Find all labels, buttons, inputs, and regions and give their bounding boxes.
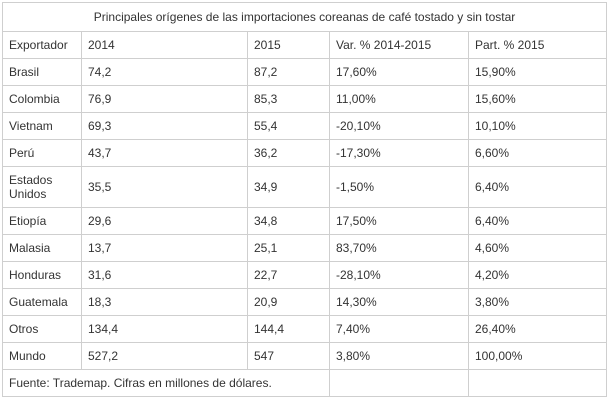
cell-exportador: Otros — [2, 315, 82, 343]
cell-2015: 85,3 — [247, 85, 330, 113]
cell-2015: 20,9 — [247, 288, 330, 316]
cell-2014: 527,2 — [81, 342, 248, 370]
cell-2014: 35,5 — [81, 166, 248, 208]
table-footnote: Fuente: Trademap. Cifras en millones de … — [2, 369, 330, 397]
cell-share: 6,40% — [467, 166, 608, 208]
header-cell: 2014 — [81, 31, 248, 59]
cell-variation: 14,30% — [329, 288, 469, 316]
cell-2014: 69,3 — [81, 112, 248, 140]
cell-2014: 29,6 — [81, 207, 248, 235]
cell-2014: 13,7 — [81, 234, 248, 262]
table-row: Mundo 527,2 547 3,80% 100,00% — [2, 342, 608, 370]
header-cell: Part. % 2015 — [467, 31, 608, 59]
cell-variation: 83,70% — [329, 234, 469, 262]
cell-share: 15,90% — [467, 58, 608, 86]
cell-exportador: Brasil — [2, 58, 82, 86]
cell-variation: 17,50% — [329, 207, 469, 235]
cell-2015: 144,4 — [247, 315, 330, 343]
cell-variation: -17,30% — [329, 139, 469, 167]
cell-2014: 18,3 — [81, 288, 248, 316]
cell-2015: 34,8 — [247, 207, 330, 235]
cell-exportador: Malasia — [2, 234, 82, 262]
cell-share: 100,00% — [467, 342, 608, 370]
cell-2014: 31,6 — [81, 261, 248, 289]
cell-2015: 36,2 — [247, 139, 330, 167]
cell-exportador: Guatemala — [2, 288, 82, 316]
cell-share: 3,80% — [467, 288, 608, 316]
table-caption: Principales orígenes de las importacione… — [1, 2, 608, 32]
cell-2015: 34,9 — [247, 166, 330, 208]
cell-exportador: Perú — [2, 139, 82, 167]
cell-share: 26,40% — [467, 315, 608, 343]
cell-exportador: Mundo — [2, 342, 82, 370]
table-row: Otros 134,4 144,4 7,40% 26,40% — [2, 315, 608, 343]
header-cell: Var. % 2014-2015 — [329, 31, 469, 59]
cell-exportador: Colombia — [2, 85, 82, 113]
table-row: Colombia 76,9 85,3 11,00% 15,60% — [2, 85, 608, 113]
table-row: Brasil 74,2 87,2 17,60% 15,90% — [2, 58, 608, 86]
table-row: Vietnam 69,3 55,4 -20,10% 10,10% — [2, 112, 608, 140]
cell-share: 15,60% — [467, 85, 608, 113]
cell-variation: 3,80% — [329, 342, 469, 370]
cell-variation: -20,10% — [329, 112, 469, 140]
cell-exportador: Vietnam — [2, 112, 82, 140]
table-row: Honduras 31,6 22,7 -28,10% 4,20% — [2, 261, 608, 289]
cell-share: 4,60% — [467, 234, 608, 262]
cell-2015: 87,2 — [247, 58, 330, 86]
header-row: Exportador 2014 2015 Var. % 2014-2015 Pa… — [2, 31, 608, 59]
cell-share: 6,60% — [467, 139, 608, 167]
cell-variation: -1,50% — [329, 166, 469, 208]
cell-variation: 7,40% — [329, 315, 469, 343]
cell-2015: 55,4 — [247, 112, 330, 140]
cell-2014: 43,7 — [81, 139, 248, 167]
table-row: Malasia 13,7 25,1 83,70% 4,60% — [2, 234, 608, 262]
header-cell: Exportador — [2, 31, 82, 59]
table-row: Etiopía 29,6 34,8 17,50% 6,40% — [2, 207, 608, 235]
table-row: Estados Unidos 35,5 34,9 -1,50% 6,40% — [2, 166, 608, 208]
cell-exportador: Etiopía — [2, 207, 82, 235]
empty-cell — [467, 369, 608, 397]
cell-share: 10,10% — [467, 112, 608, 140]
cell-2015: 547 — [247, 342, 330, 370]
cell-variation: 17,60% — [329, 58, 469, 86]
table-row: Guatemala 18,3 20,9 14,30% 3,80% — [2, 288, 608, 316]
header-cell: 2015 — [247, 31, 330, 59]
cell-exportador: Honduras — [2, 261, 82, 289]
cell-2014: 76,9 — [81, 85, 248, 113]
cell-exportador: Estados Unidos — [2, 166, 82, 208]
footnote-row: Fuente: Trademap. Cifras en millones de … — [2, 369, 608, 397]
cell-2015: 22,7 — [247, 261, 330, 289]
cell-share: 4,20% — [467, 261, 608, 289]
table-row: Perú 43,7 36,2 -17,30% 6,60% — [2, 139, 608, 167]
cell-variation: -28,10% — [329, 261, 469, 289]
cell-2014: 134,4 — [81, 315, 248, 343]
cell-2015: 25,1 — [247, 234, 330, 262]
cell-2014: 74,2 — [81, 58, 248, 86]
cell-variation: 11,00% — [329, 85, 469, 113]
empty-cell — [329, 369, 469, 397]
cell-share: 6,40% — [467, 207, 608, 235]
